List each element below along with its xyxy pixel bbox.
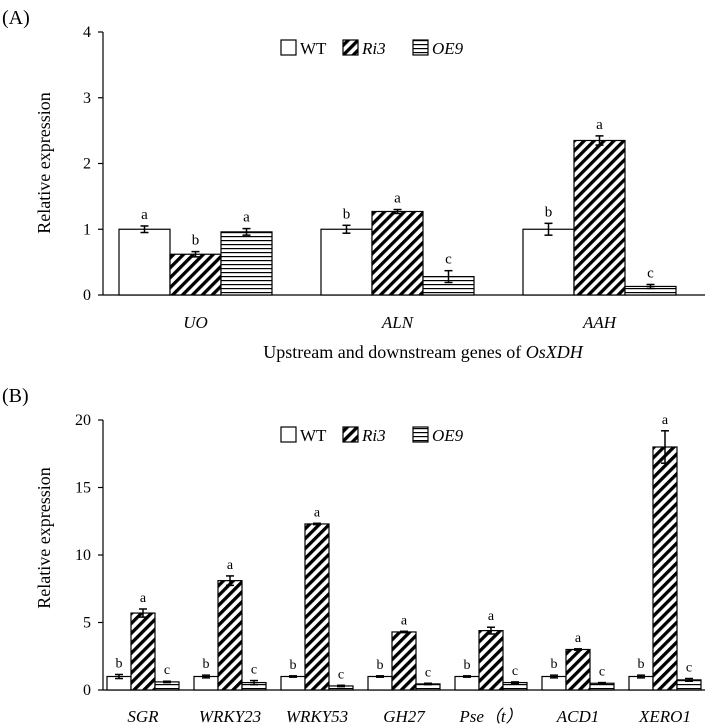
panel-b-y-tick-label: 5 [83,615,91,632]
panel-a-significance-letter: c [647,265,654,281]
panel-a-bar-wt [522,228,575,296]
panel-b-category-label: WRKY23 [199,707,261,726]
panel-b-bar-wt [454,675,480,691]
panel-b-significance-letter: c [338,667,344,682]
panel-a-significance-letter: b [343,206,351,222]
panel-a-bar-oe9 [220,231,273,296]
panel-b-plot: 0 5 10 15 20 b a c SGR b a c WRKY23 b a c WRKY53 b a c GH27 b… [75,412,705,726]
panel-b-significance-letter: b [464,658,471,673]
panel-b-y-tick-label: 15 [75,480,91,497]
panel-b-legend-swatch-ri3 [342,426,359,443]
panel-b-significance-letter: a [488,609,495,624]
panel-b-significance-letter: a [662,413,669,428]
panel-b-bar-ri3 [652,446,678,691]
panel-b-legend-swatch-wt [280,426,297,443]
panel-a-bar-ri3 [573,139,626,296]
panel-a-bar-wt [320,228,373,296]
panel-b-significance-letter: b [377,658,384,673]
panel-b-y-axis-label: Relative expression [34,467,54,608]
panel-a-legend: WT Ri3 OE9 [280,39,464,58]
panel-b-legend-label-wt: WT [300,426,327,445]
panel-a-legend-swatch-oe9 [412,39,429,56]
panel-b-category-label: Pse（t） [458,707,522,726]
panel-a-plot: 0 1 2 3 4 a b a UO b a c ALN b a c AAH [83,24,705,332]
panel-b-significance-letter: b [551,657,558,672]
panel-b-category-label: GH27 [383,707,426,726]
panel-a-y-tick-label: 1 [83,221,91,238]
panel-a-significance-letter: a [141,207,148,223]
panel-b-significance-letter: b [116,656,123,671]
panel-b-y-tick-label: 0 [83,682,91,699]
panel-b-significance-letter: c [425,665,431,680]
panel-b-significance-letter: c [686,661,692,676]
panel-b-significance-letter: a [575,631,582,646]
panel-b-legend-swatch-oe9 [412,426,429,443]
panel-a-category-label: AAH [582,313,618,332]
panel-b-significance-letter: a [140,591,147,606]
panel-a-y-tick-label: 4 [83,24,91,41]
panel-a-significance-letter: a [394,191,401,207]
panel-b-bar-wt [280,675,306,691]
panel-b-y-tick-label: 10 [75,547,91,564]
panel-b-category-label: SGR [127,707,159,726]
panel-b-significance-letter: b [290,658,297,673]
panel-b-significance-letter: c [164,663,170,678]
panel-a-y-tick-label: 3 [83,90,91,107]
panel-a-category-label: ALN [381,313,415,332]
panel-b: (B) Relative expression WT Ri3 OE9 0 5 10 15 2… [2,385,705,726]
panel-a-x-axis-label: Upstream and downstream genes of OsXDH [263,342,583,362]
panel-a-significance-letter: a [596,117,603,133]
panel-b-bar-ri3 [478,629,504,691]
panel-a-bar-wt [118,228,171,296]
panel-b-label: (B) [2,385,29,407]
panel-b-bar-ri3 [304,523,330,691]
panel-a-significance-letter: c [445,252,452,268]
panel-b-significance-letter: b [203,657,210,672]
panel-b-significance-letter: a [314,505,321,520]
panel-b-significance-letter: c [512,664,518,679]
panel-b-bar-wt [367,675,393,691]
panel-b-bar-ri3 [217,580,243,691]
panel-a-bar-ri3 [371,210,424,296]
panel-b-significance-letter: c [599,665,605,680]
panel-a-significance-letter: b [192,233,200,249]
panel-a-y-tick-label: 0 [83,287,91,304]
panel-b-category-label: ACD1 [556,707,600,726]
panel-a-legend-label-wt: WT [300,39,327,58]
panel-b-significance-letter: b [638,657,645,672]
panel-b-category-label: WRKY53 [286,707,348,726]
panel-b-legend-label-ri3: Ri3 [361,426,386,445]
panel-a-x-axis-label-gene: OsXDH [526,342,584,362]
panel-a-category-label: UO [183,313,208,332]
panel-b-significance-letter: a [401,613,408,628]
panel-b-bar-ri3 [130,612,156,691]
panel-a-legend-label-oe9: OE9 [432,39,464,58]
panel-b-legend-label-oe9: OE9 [432,426,464,445]
panel-a-legend-label-ri3: Ri3 [361,39,386,58]
panel-a-legend-swatch-ri3 [342,39,359,56]
panel-a-legend-swatch-wt [280,39,297,56]
panel-b-legend: WT Ri3 OE9 [280,426,464,445]
panel-a-label: (A) [2,7,30,29]
panel-b-category-label: XERO1 [638,707,691,726]
panel-a-significance-letter: a [243,210,250,226]
panel-b-y-tick-label: 20 [75,412,91,429]
panel-b-significance-letter: a [227,558,234,573]
panel-a-y-axis-label: Relative expression [34,92,54,233]
panel-b-bar-ri3 [565,648,591,691]
panel-a-significance-letter: b [545,204,553,220]
panel-b-bar-ri3 [391,631,417,691]
panel-a-bar-ri3 [169,253,222,296]
panel-a-y-tick-label: 2 [83,156,91,173]
panel-a: (A) Relative expression Upstream and dow… [2,7,705,362]
panel-a-x-axis-label-text: Upstream and downstream genes of [263,342,525,362]
panel-b-significance-letter: c [251,663,257,678]
